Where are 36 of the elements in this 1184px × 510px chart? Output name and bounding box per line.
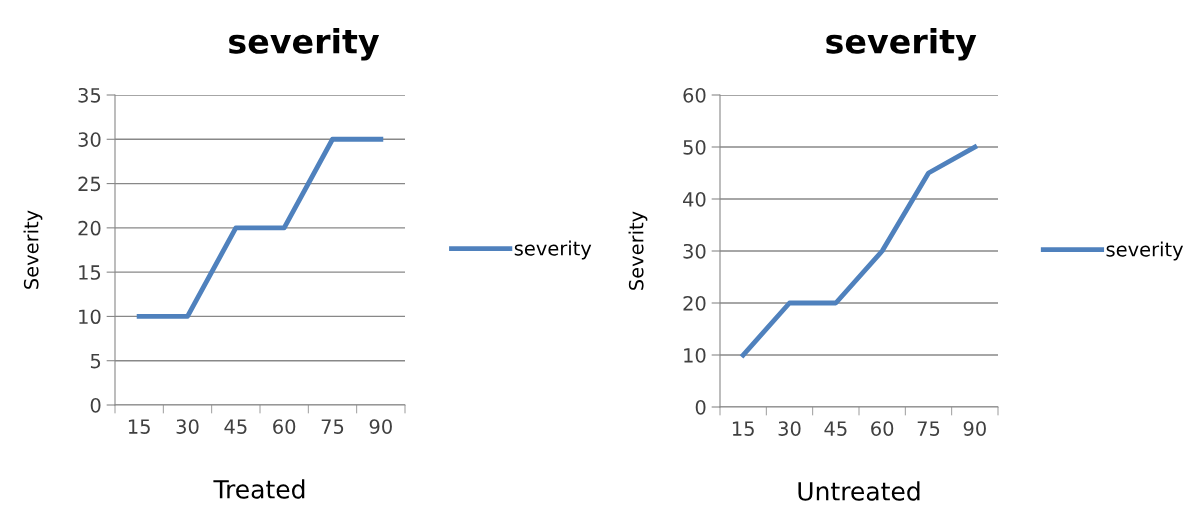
y-tick-label: 50 — [683, 139, 706, 155]
x-axis-title: Untreated — [798, 481, 920, 501]
x-tick-label: 60 — [273, 419, 296, 434]
y-tick-label: 40 — [683, 191, 706, 207]
y-tick-label: 60 — [683, 87, 706, 103]
y-tick-label: 20 — [78, 220, 101, 236]
line-series — [740, 144, 978, 358]
y-axis-title: Severity — [23, 210, 43, 289]
y-tick-label: 30 — [683, 243, 706, 259]
y-tick-label: 5 — [90, 353, 101, 369]
x-tick-label: 60 — [871, 421, 894, 436]
x-tick-label: 45 — [824, 421, 847, 436]
x-tick-label: 90 — [369, 419, 392, 434]
y-tick-label: 30 — [78, 132, 101, 147]
x-tick-label: 30 — [176, 419, 199, 434]
x-tick-label: 15 — [732, 421, 754, 436]
chart-title: severity — [826, 28, 977, 61]
y-tick-label: 35 — [78, 87, 101, 103]
x-tick-label: 75 — [321, 419, 344, 434]
x-tick-label: 30 — [778, 421, 801, 436]
y-tick-label: 20 — [683, 295, 706, 311]
y-tick-label: 10 — [79, 309, 101, 325]
y-tick-label: 25 — [78, 176, 101, 192]
y-tick-label: 0 — [90, 397, 101, 413]
x-tick-label: 75 — [917, 421, 940, 436]
legend-label: severity — [1106, 241, 1184, 261]
x-axis-title: Treated — [213, 479, 305, 499]
y-tick-label: 0 — [695, 399, 706, 415]
y-tick-label: 10 — [684, 347, 706, 363]
x-tick-label: 45 — [224, 419, 247, 434]
x-tick-label: 90 — [963, 421, 986, 436]
y-tick-label: 15 — [79, 265, 101, 280]
chart-title: severity — [229, 28, 380, 61]
x-tick-label: 15 — [128, 419, 150, 434]
y-axis-title: Severity — [628, 211, 648, 290]
legend-label: severity — [514, 240, 592, 260]
